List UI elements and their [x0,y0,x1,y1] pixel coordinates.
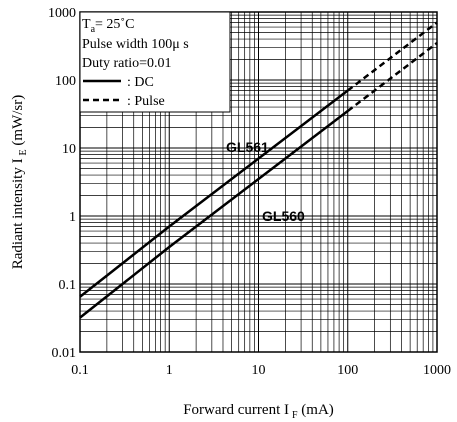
plot-frame [79,11,438,353]
y-axis-label: Radiant intensity IE (mW/sr) [10,95,29,270]
series-lines [79,21,438,319]
y-tick-label: 0.01 [52,346,77,361]
legend-duty-ratio: Duty ratio=0.01 [82,56,172,71]
series-line-gl561-pulse [346,21,438,92]
series-line-gl560-pulse [346,42,438,112]
series-label-gl560: GL560 [262,208,305,224]
y-tick-label: 1 [69,210,76,225]
y-tick-label: 10 [62,142,76,157]
series-label-gl561: GL561 [226,139,269,155]
legend: Ta= 25˚C Pulse width 100μ s Duty ratio=0… [79,11,231,113]
legend-ta: Ta= 25˚C [82,17,134,35]
x-tick-labels: 0.1 1 10 100 1000 [71,363,451,378]
legend-pulse-width: Pulse width 100μ s [82,37,189,52]
x-tick-label: 1000 [423,363,451,378]
y-tick-label: 0.1 [59,278,77,293]
legend-pulse-label: : Pulse [127,94,165,109]
x-tick-label: 1 [166,363,173,378]
series-line-gl560-dc [79,110,349,319]
x-tick-label: 10 [252,363,266,378]
legend-box [79,11,231,113]
y-tick-label: 100 [55,74,76,89]
y-tick-labels: 1000 100 10 1 0.1 0.01 [48,6,76,361]
x-tick-label: 100 [337,363,358,378]
series-line-gl561-dc [79,89,349,298]
legend-dc-label: : DC [127,75,154,90]
x-tick-label: 0.1 [71,363,89,378]
y-tick-label: 1000 [48,6,76,21]
